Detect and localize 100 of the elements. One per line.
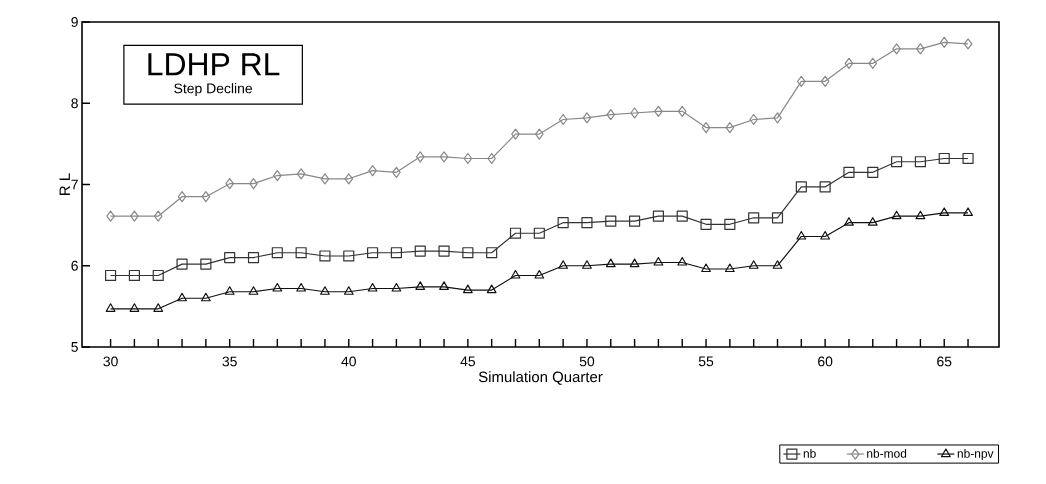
point xyxy=(415,151,425,163)
y-axis-title: R L xyxy=(59,173,70,195)
point xyxy=(867,217,878,226)
point xyxy=(392,166,401,178)
x-tick-label: 30 xyxy=(103,356,118,367)
point xyxy=(224,286,235,295)
legend-label: nb-mod xyxy=(867,448,907,458)
point xyxy=(533,227,545,239)
y-tick-label: 9 xyxy=(71,17,78,27)
point xyxy=(938,152,950,165)
point xyxy=(320,286,330,295)
point xyxy=(367,282,378,292)
text: LDHP RL xyxy=(148,53,280,76)
point xyxy=(867,166,879,178)
y-tick-label: 7 xyxy=(71,179,78,190)
point xyxy=(606,109,616,121)
point xyxy=(296,282,307,292)
point xyxy=(487,152,497,165)
point xyxy=(581,217,593,229)
x-tick-label: 50 xyxy=(579,356,595,367)
text: Step Decline xyxy=(174,83,253,97)
point xyxy=(963,38,973,50)
point xyxy=(486,247,498,259)
x-axis-title: Simulation Quarter xyxy=(478,371,603,385)
point xyxy=(272,282,283,292)
point xyxy=(653,256,664,266)
point xyxy=(748,212,760,224)
point xyxy=(296,168,306,180)
point xyxy=(201,191,211,203)
point xyxy=(630,107,639,119)
point xyxy=(153,210,163,222)
point xyxy=(725,122,735,134)
point xyxy=(558,260,569,269)
point xyxy=(153,303,164,312)
point xyxy=(319,250,331,262)
point xyxy=(962,152,974,165)
point xyxy=(510,269,521,279)
point xyxy=(391,282,402,292)
point xyxy=(414,245,426,257)
point xyxy=(343,250,355,262)
point xyxy=(701,122,711,134)
point xyxy=(819,181,831,193)
point xyxy=(772,260,783,269)
point xyxy=(605,258,616,268)
x-tick-label: 35 xyxy=(222,356,237,367)
point xyxy=(891,156,903,168)
point xyxy=(700,218,712,230)
point xyxy=(724,263,735,273)
point xyxy=(844,217,854,226)
point xyxy=(439,281,449,290)
point xyxy=(224,252,236,264)
point xyxy=(820,230,831,240)
point xyxy=(343,286,354,295)
point xyxy=(629,258,640,268)
point xyxy=(105,303,116,312)
point xyxy=(176,258,188,270)
point xyxy=(914,156,926,168)
point xyxy=(963,207,973,217)
point xyxy=(892,43,901,55)
point xyxy=(390,247,402,259)
point xyxy=(509,227,522,239)
point xyxy=(200,258,212,270)
point xyxy=(796,230,807,240)
point xyxy=(868,57,878,70)
point xyxy=(271,247,283,259)
y-tick-label: 8 xyxy=(71,98,78,109)
x-tick-label: 40 xyxy=(341,356,356,367)
point xyxy=(177,292,187,302)
point xyxy=(368,165,377,177)
point xyxy=(629,215,641,227)
point xyxy=(320,173,330,185)
point xyxy=(795,181,807,193)
point xyxy=(891,210,902,220)
point xyxy=(486,284,497,294)
legend-label: nb-npv xyxy=(957,448,994,461)
point xyxy=(701,263,711,273)
point xyxy=(106,210,115,222)
point xyxy=(724,218,736,230)
point xyxy=(582,112,592,124)
point xyxy=(557,217,569,229)
point xyxy=(677,256,688,266)
point xyxy=(676,210,688,222)
y-tick-label: 6 xyxy=(71,260,78,271)
point xyxy=(654,105,663,117)
point xyxy=(128,269,140,282)
point xyxy=(130,210,139,222)
legend-label: nb xyxy=(803,448,816,458)
point xyxy=(939,36,949,48)
point xyxy=(152,269,164,282)
point xyxy=(415,281,426,290)
point xyxy=(248,286,259,295)
point xyxy=(295,247,307,259)
point xyxy=(225,178,235,190)
point xyxy=(771,212,784,224)
point xyxy=(177,191,187,203)
point xyxy=(129,303,140,312)
point xyxy=(534,128,544,140)
point xyxy=(820,75,830,87)
y-tick-label: 5 xyxy=(71,342,78,352)
point xyxy=(249,178,258,190)
